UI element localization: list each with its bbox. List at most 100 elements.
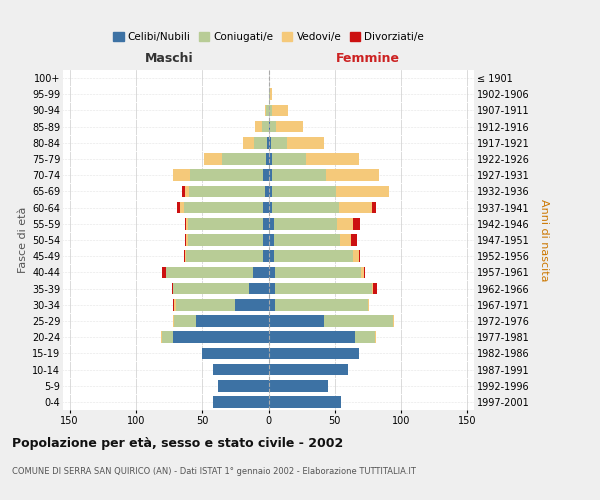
Bar [179, 202, 184, 213]
Bar [374, 332, 376, 343]
Bar [184, 202, 263, 213]
Bar [187, 234, 188, 246]
Bar [340, 234, 351, 246]
Bar [253, 266, 269, 278]
Bar [184, 250, 185, 262]
Bar [269, 153, 272, 165]
Bar [339, 202, 372, 213]
Bar [176, 299, 235, 310]
Bar [272, 170, 326, 181]
Bar [269, 137, 271, 148]
Bar [172, 282, 173, 294]
Bar [173, 332, 269, 343]
Bar [190, 170, 263, 181]
Bar [277, 121, 303, 132]
Bar [185, 186, 189, 198]
Bar [185, 218, 187, 230]
Bar [272, 104, 289, 117]
Bar [163, 266, 166, 278]
Bar [269, 315, 324, 327]
Bar [274, 234, 340, 246]
Bar [305, 153, 359, 165]
Bar [248, 282, 269, 294]
Bar [272, 202, 339, 213]
Bar [269, 250, 274, 262]
Bar [269, 364, 348, 376]
Bar [185, 250, 187, 262]
Bar [269, 170, 272, 181]
Bar [254, 137, 267, 148]
Bar [189, 186, 265, 198]
Bar [274, 218, 337, 230]
Bar [269, 266, 275, 278]
Bar [275, 282, 372, 294]
Bar [269, 202, 272, 213]
Bar [272, 153, 305, 165]
Bar [353, 218, 360, 230]
Text: COMUNE DI SERRA SAN QUIRICO (AN) - Dati ISTAT 1° gennaio 2002 - Elaborazione TUT: COMUNE DI SERRA SAN QUIRICO (AN) - Dati … [12, 468, 416, 476]
Bar [361, 266, 364, 278]
Bar [267, 137, 269, 148]
Bar [269, 186, 272, 198]
Bar [265, 104, 266, 117]
Bar [196, 315, 269, 327]
Text: Femmine: Femmine [336, 52, 400, 65]
Bar [218, 380, 269, 392]
Text: Maschi: Maschi [145, 52, 193, 65]
Bar [263, 234, 269, 246]
Bar [275, 299, 368, 310]
Bar [263, 170, 269, 181]
Bar [337, 218, 353, 230]
Bar [269, 380, 328, 392]
Bar [269, 299, 275, 310]
Bar [188, 218, 263, 230]
Bar [372, 282, 373, 294]
Bar [336, 186, 389, 198]
Bar [355, 332, 374, 343]
Bar [287, 137, 324, 148]
Bar [269, 234, 274, 246]
Bar [275, 266, 361, 278]
Bar [244, 137, 254, 148]
Bar [182, 186, 185, 198]
Bar [203, 153, 222, 165]
Bar [185, 234, 187, 246]
Bar [161, 332, 163, 343]
Bar [373, 282, 377, 294]
Bar [372, 202, 376, 213]
Bar [368, 299, 369, 310]
Bar [213, 396, 269, 407]
Bar [269, 282, 275, 294]
Bar [173, 299, 175, 310]
Bar [213, 364, 269, 376]
Bar [202, 348, 269, 359]
Bar [263, 250, 269, 262]
Bar [324, 315, 393, 327]
Bar [266, 104, 269, 117]
Bar [269, 121, 270, 132]
Bar [350, 234, 358, 246]
Y-axis label: Anni di nascita: Anni di nascita [539, 198, 549, 281]
Bar [175, 315, 196, 327]
Bar [269, 88, 270, 100]
Bar [270, 121, 277, 132]
Bar [255, 121, 262, 132]
Bar [265, 186, 269, 198]
Bar [175, 299, 176, 310]
Bar [187, 250, 263, 262]
Bar [173, 170, 190, 181]
Bar [188, 234, 263, 246]
Bar [235, 299, 269, 310]
Bar [274, 250, 353, 262]
Bar [222, 153, 266, 165]
Bar [173, 315, 175, 327]
Bar [359, 250, 360, 262]
Bar [270, 88, 272, 100]
Bar [266, 153, 269, 165]
Bar [263, 218, 269, 230]
Bar [364, 266, 365, 278]
Bar [271, 137, 287, 148]
Bar [263, 202, 269, 213]
Bar [163, 332, 173, 343]
Text: Popolazione per età, sesso e stato civile - 2002: Popolazione per età, sesso e stato civil… [12, 438, 343, 450]
